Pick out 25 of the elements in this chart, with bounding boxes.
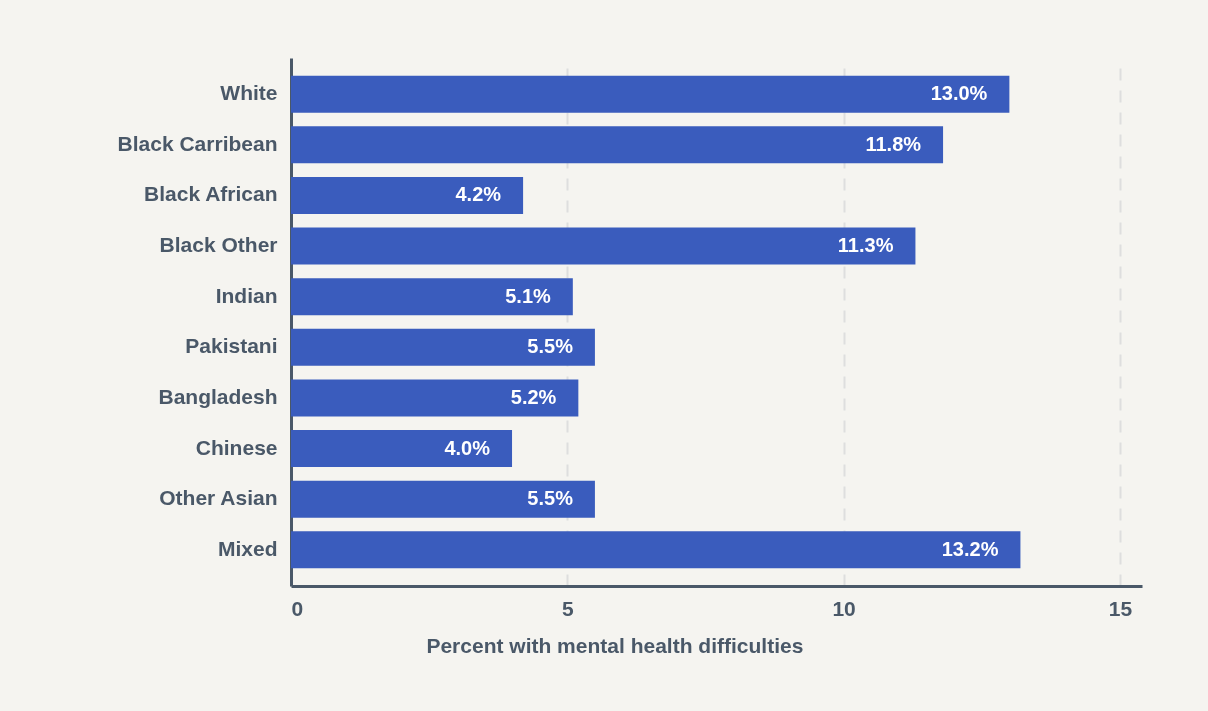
- data-label: 13.0%: [930, 82, 988, 105]
- y-tick-label: Indian: [215, 283, 278, 307]
- x-tick-label: 5: [561, 596, 574, 620]
- x-tick-label: 15: [1108, 596, 1133, 620]
- y-tick-label: White: [220, 81, 278, 105]
- y-tick-label: Bangladesh: [158, 384, 278, 408]
- data-label: 11.8%: [865, 132, 922, 155]
- data-label: 11.3%: [837, 234, 894, 257]
- data-label: 5.5%: [527, 335, 574, 358]
- x-tick-label: 0: [291, 596, 304, 620]
- y-tick-label: Black Carribean: [117, 131, 278, 155]
- y-tick-label: Chinese: [195, 435, 278, 459]
- x-tick-label: 10: [832, 596, 856, 620]
- y-tick-label: Other Asian: [159, 486, 278, 510]
- x-axis-title: Percent with mental health difficulties: [426, 633, 804, 657]
- y-tick-label: Pakistani: [185, 334, 278, 358]
- data-label: 5.1%: [505, 284, 552, 307]
- y-tick-label: Black African: [144, 182, 278, 206]
- data-label: 4.0%: [444, 436, 491, 459]
- y-tick-label: Mixed: [217, 536, 278, 560]
- data-label: 4.2%: [455, 183, 502, 206]
- y-tick-label: Black Other: [159, 233, 278, 257]
- data-label: 5.5%: [527, 487, 574, 510]
- data-label: 13.2%: [941, 537, 999, 560]
- data-label: 5.2%: [510, 385, 557, 408]
